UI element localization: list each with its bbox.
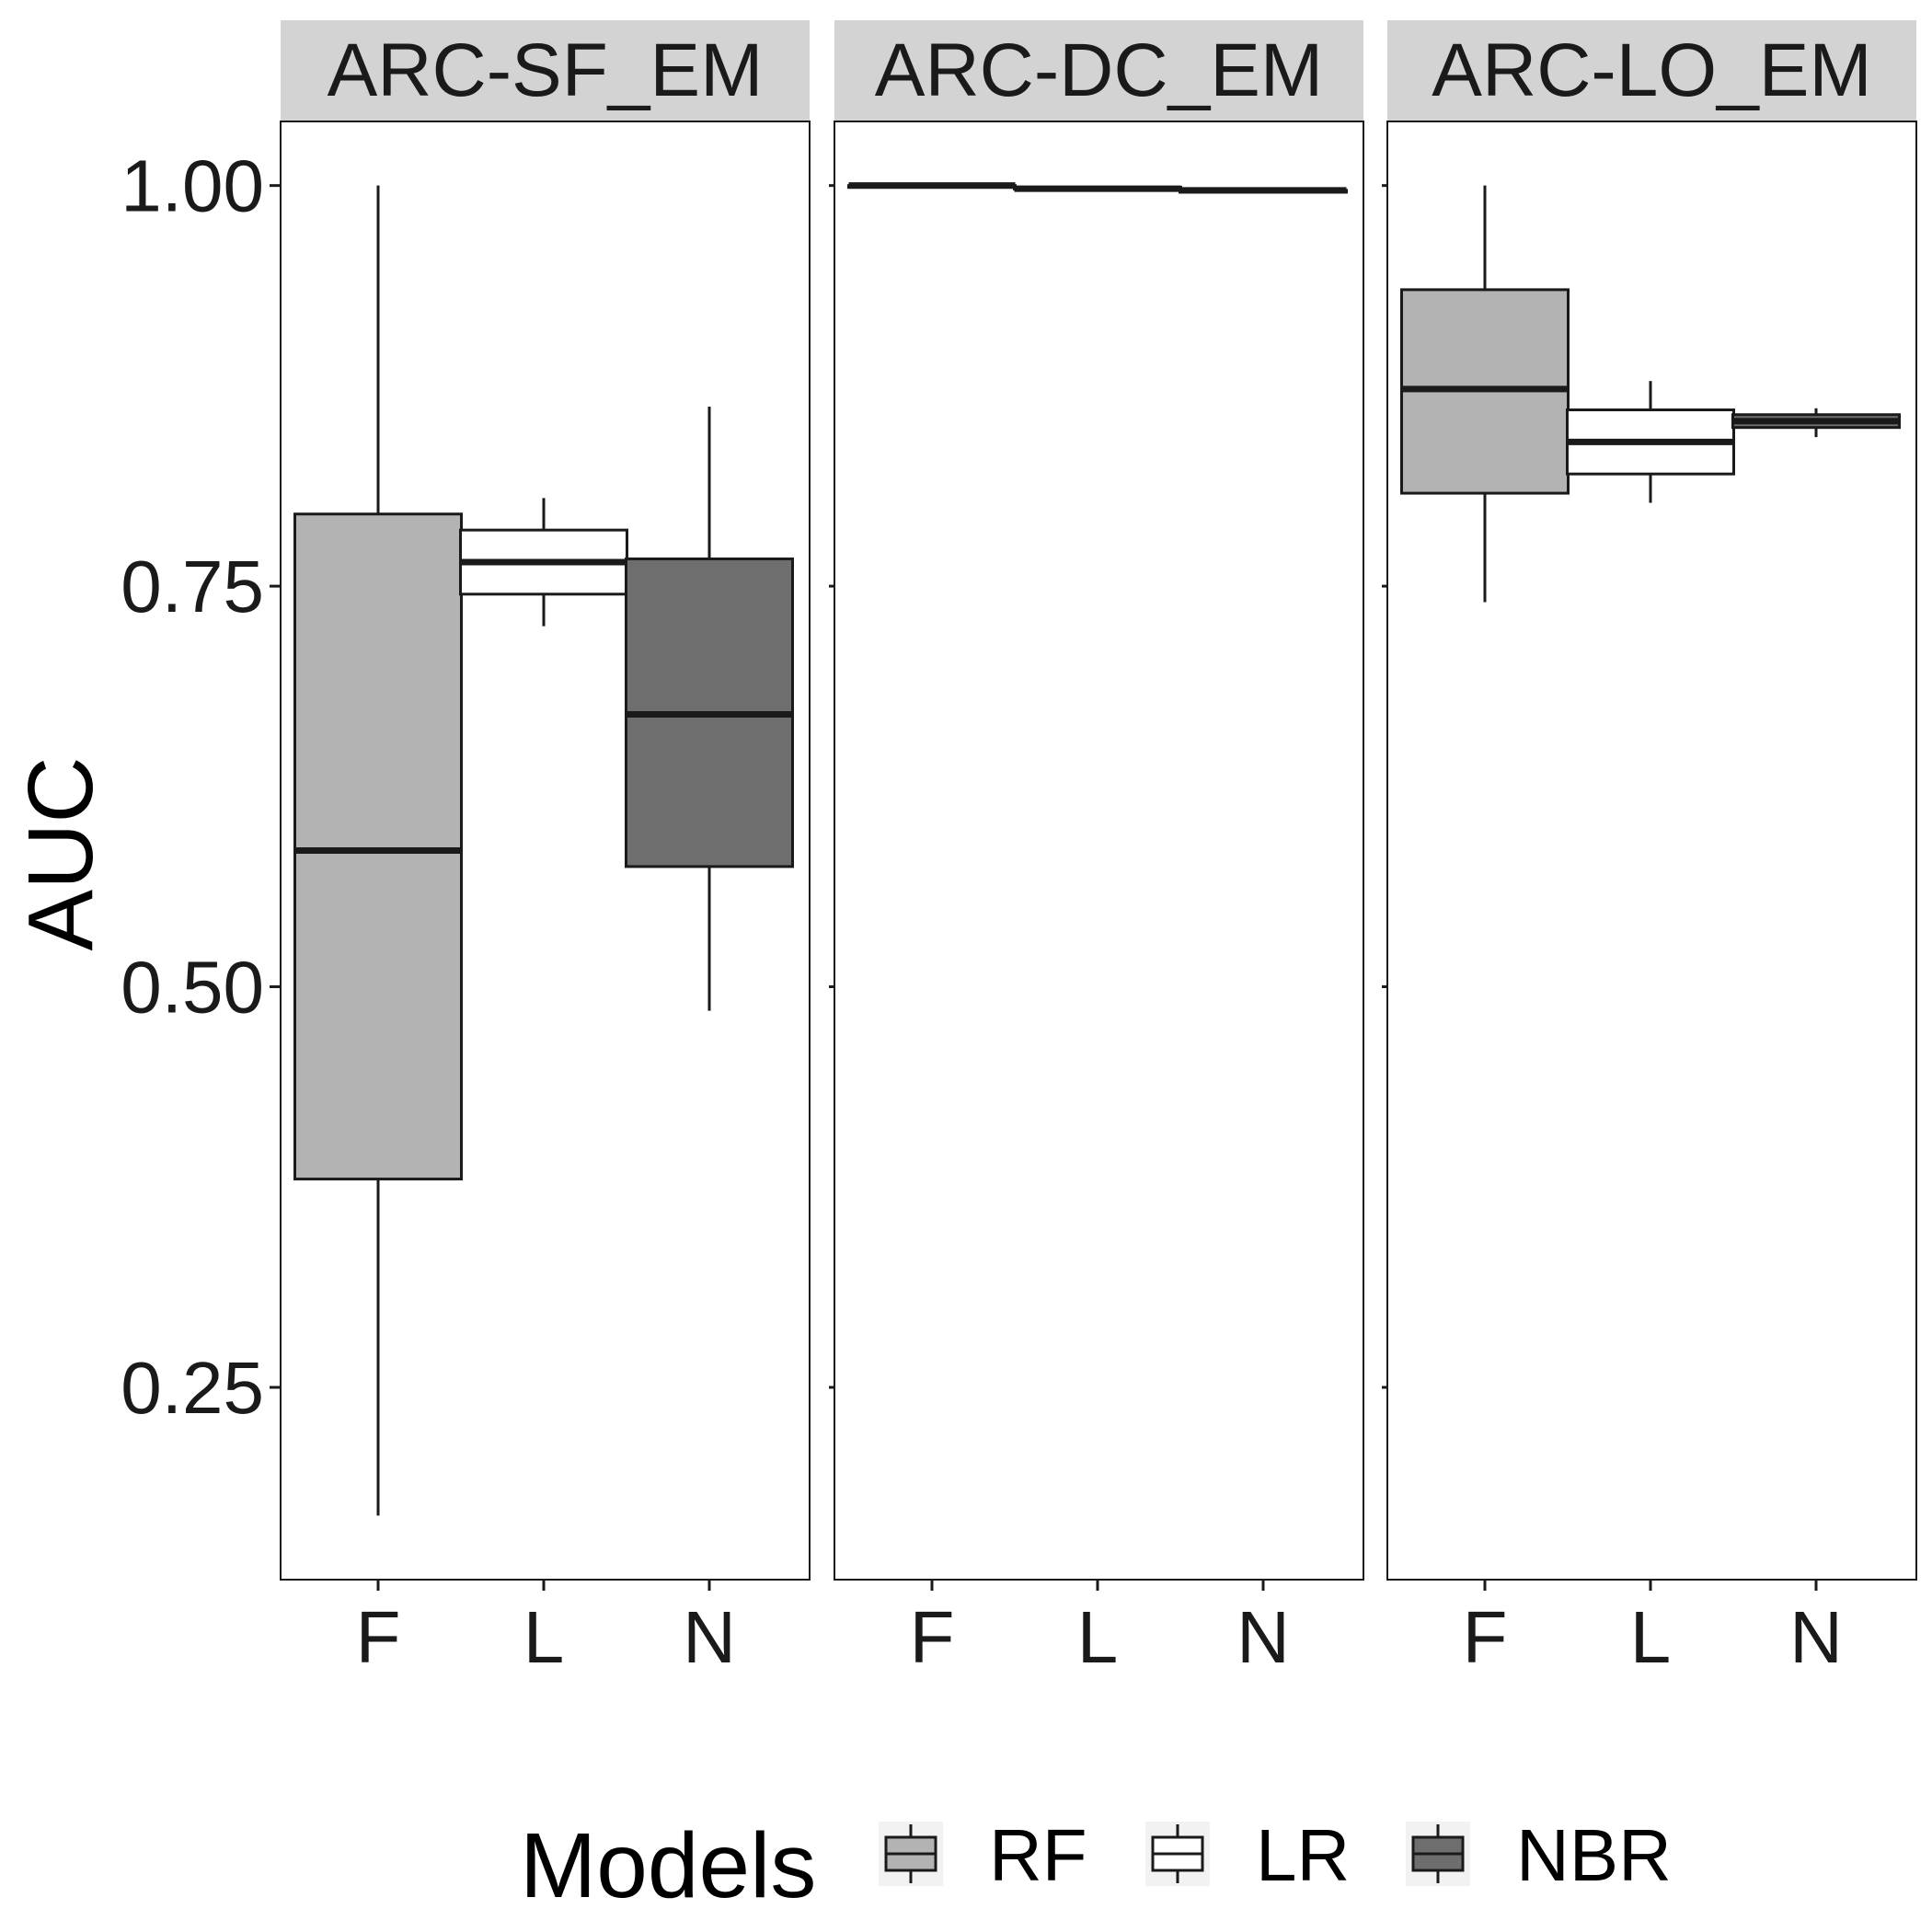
legend-label: RF	[989, 1814, 1087, 1896]
box-rf	[293, 185, 463, 1516]
legend-label: LR	[1256, 1814, 1350, 1896]
x-tick-label: N	[683, 1596, 736, 1678]
box-nbr	[625, 407, 794, 1011]
facet-panel: ARC-DC_EM F L N	[829, 20, 1364, 1678]
box-iqr	[293, 512, 463, 1181]
y-tick-label: 0.50	[121, 947, 264, 1029]
x-tick-label: L	[1077, 1596, 1119, 1678]
legend: Models RF LR NBR	[520, 1814, 1672, 1917]
y-axis: 0.25 0.50 0.75 1.00	[121, 145, 281, 1429]
panels-layer: ARC-SF_EM F L N ARC-DC_EM F L N ARC-LO_EM F L N	[280, 20, 1917, 1678]
facet-strip	[834, 20, 1363, 121]
x-tick-label: F	[1463, 1596, 1508, 1678]
x-tick-label: L	[523, 1596, 565, 1678]
legend-key-rf	[879, 1822, 943, 1886]
box-nbr	[1179, 187, 1348, 194]
facet-strip	[1387, 20, 1916, 121]
y-tick-label: 0.75	[121, 546, 264, 627]
x-tick-label: N	[1236, 1596, 1290, 1678]
facet-strip-title: ARC-DC_EM	[875, 29, 1323, 112]
panel-border	[834, 121, 1364, 1581]
x-tick-label: N	[1789, 1596, 1843, 1678]
x-tick-label: L	[1630, 1596, 1672, 1678]
box-lr	[459, 498, 628, 627]
x-tick-label: F	[356, 1596, 401, 1678]
box-rf	[1400, 185, 1570, 603]
facet-strip-title: ARC-LO_EM	[1432, 29, 1871, 112]
box-lr	[1013, 185, 1182, 192]
box-rf	[847, 182, 1017, 190]
y-axis-title: AUC	[9, 756, 112, 950]
box-nbr	[1731, 408, 1901, 438]
legend-key-nbr	[1406, 1822, 1470, 1886]
facet-panel: ARC-LO_EM F L N	[1382, 20, 1917, 1678]
legend-title: Models	[520, 1814, 816, 1917]
facet-panel: ARC-SF_EM F L N	[280, 20, 811, 1678]
x-tick-label: F	[910, 1596, 955, 1678]
y-tick-label: 1.00	[121, 145, 264, 227]
facet-strip	[281, 20, 810, 121]
facet-strip-title: ARC-SF_EM	[328, 29, 764, 112]
legend-key-lr	[1145, 1822, 1210, 1886]
legend-label: NBR	[1516, 1814, 1672, 1896]
y-tick-label: 0.25	[121, 1347, 264, 1429]
box-lr	[1566, 381, 1735, 503]
